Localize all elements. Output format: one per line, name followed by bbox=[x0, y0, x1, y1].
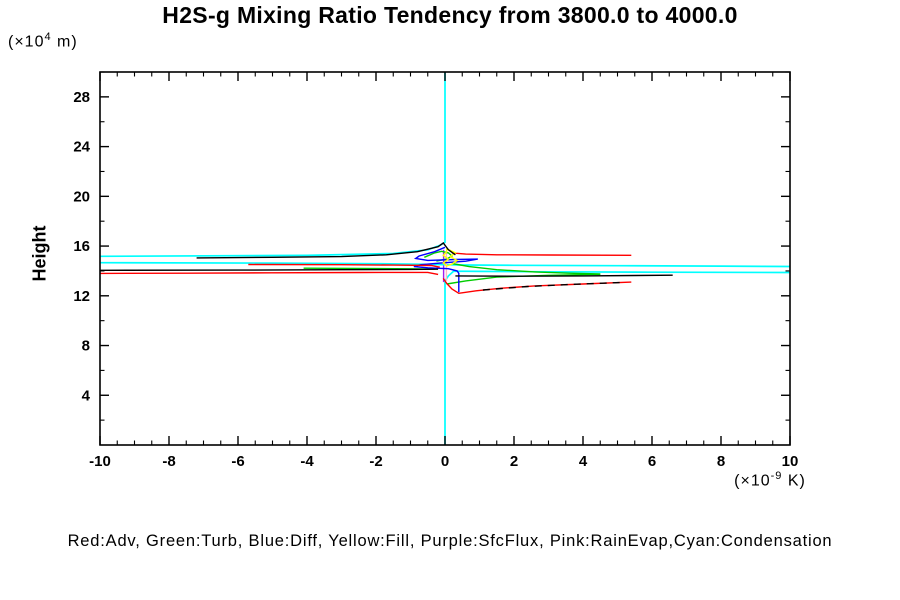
svg-text:-4: -4 bbox=[300, 453, 314, 470]
y-axis-tick-labels: 4 8 12 16 20 24 28 bbox=[73, 89, 90, 404]
y-unit-superscript: 4 bbox=[44, 31, 52, 43]
x-unit-suffix: K) bbox=[782, 472, 806, 490]
svg-text:-2: -2 bbox=[369, 453, 382, 470]
svg-text:4: 4 bbox=[82, 387, 91, 404]
series-condensation bbox=[444, 270, 790, 445]
series-adv bbox=[248, 263, 440, 268]
series-lines bbox=[100, 72, 790, 445]
svg-text:-8: -8 bbox=[162, 453, 175, 470]
series-unlabeled-black-dashed bbox=[482, 281, 625, 291]
svg-text:16: 16 bbox=[73, 238, 90, 255]
svg-text:10: 10 bbox=[782, 453, 799, 470]
series-adv bbox=[100, 271, 439, 276]
series-fill bbox=[442, 247, 459, 267]
y-axis-unit-label: (×104 m) bbox=[8, 31, 78, 51]
svg-text:20: 20 bbox=[73, 188, 90, 205]
svg-text:0: 0 bbox=[441, 453, 449, 470]
series-unlabeled-black bbox=[455, 274, 673, 277]
svg-text:8: 8 bbox=[82, 338, 90, 355]
y-unit-prefix: (×10 bbox=[8, 33, 45, 51]
legend-text: Red:Adv, Green:Turb, Blue:Diff, Yellow:F… bbox=[67, 532, 833, 550]
svg-text:-10: -10 bbox=[89, 453, 111, 470]
x-unit-prefix: (×10 bbox=[734, 472, 771, 490]
svg-text:12: 12 bbox=[73, 288, 90, 305]
series-turb bbox=[451, 262, 601, 275]
svg-text:-6: -6 bbox=[231, 453, 244, 470]
x-unit-superscript: -9 bbox=[770, 470, 783, 482]
x-axis-unit-label: (×10-9 K) bbox=[695, 470, 845, 490]
svg-text:4: 4 bbox=[579, 453, 588, 470]
svg-text:28: 28 bbox=[73, 89, 90, 106]
svg-text:6: 6 bbox=[648, 453, 656, 470]
series-adv bbox=[451, 252, 632, 256]
svg-text:2: 2 bbox=[510, 453, 518, 470]
series-unlabeled-black bbox=[100, 268, 439, 271]
chart-title: H2S-g Mixing Ratio Tendency from 3800.0 … bbox=[162, 2, 738, 28]
axis-ticks bbox=[99, 71, 791, 445]
series-condensation bbox=[100, 72, 446, 258]
x-axis-tick-labels: -10 -8 -6 -4 -2 0 2 4 6 8 10 bbox=[89, 453, 798, 470]
svg-text:24: 24 bbox=[73, 139, 90, 156]
svg-text:8: 8 bbox=[717, 453, 725, 470]
y-unit-suffix: m) bbox=[51, 33, 78, 51]
series-unlabeled-black bbox=[196, 242, 456, 259]
